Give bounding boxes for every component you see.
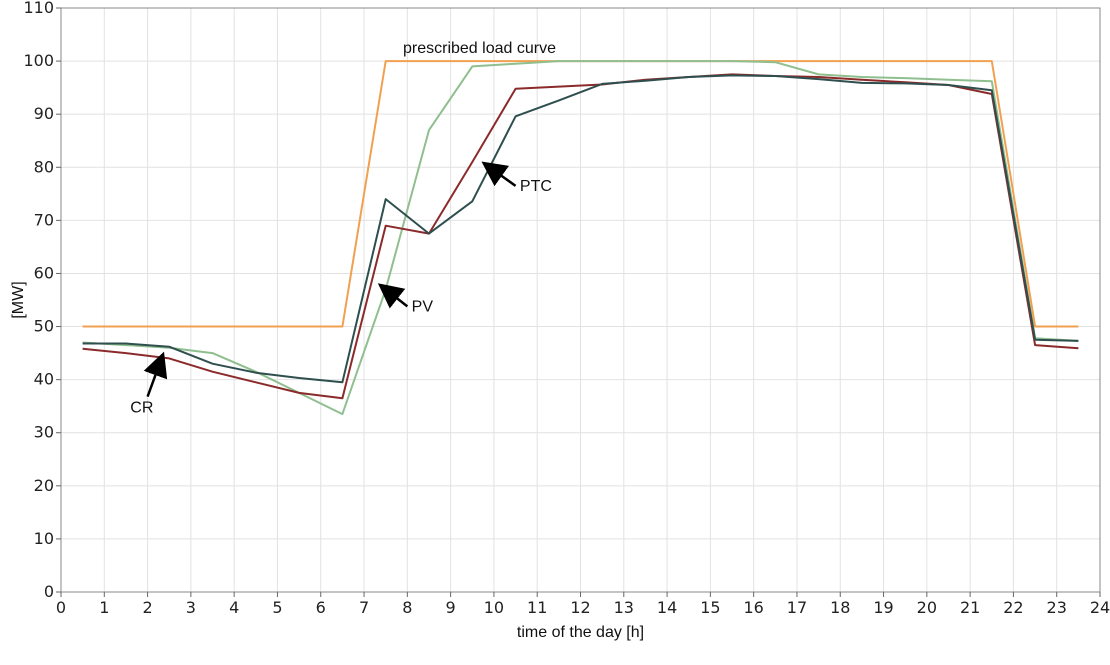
x-tick-label: 18 xyxy=(830,598,850,617)
x-tick-label: 11 xyxy=(527,598,547,617)
x-tick-label: 23 xyxy=(1047,598,1067,617)
annotation-arrow xyxy=(481,161,517,187)
x-tick-label: 13 xyxy=(614,598,634,617)
x-tick-label: 1 xyxy=(99,598,109,617)
y-tick-label: 50 xyxy=(34,317,54,336)
x-tick-label: 3 xyxy=(186,598,196,617)
x-tick-label: 22 xyxy=(1003,598,1023,617)
y-tick-label: 10 xyxy=(34,529,54,548)
y-tick-label: 30 xyxy=(34,423,54,442)
y-tick-label: 80 xyxy=(34,157,54,176)
y-tick-label: 20 xyxy=(34,476,54,495)
y-axis-label: [MW] xyxy=(10,281,27,318)
ticks: 0 1 2 3 4 5 6 7 8 9 10 11 12 13 14 15 16 17 18 19 20 21 22 23 24… xyxy=(23,0,1110,617)
y-tick-label: 0 xyxy=(44,582,54,601)
y-tick-label: 70 xyxy=(34,210,54,229)
annotation-label: prescribed load curve xyxy=(403,40,556,57)
x-tick-label: 12 xyxy=(570,598,590,617)
x-tick-label: 15 xyxy=(700,598,720,617)
y-tick-label: 40 xyxy=(34,370,54,389)
series-line-ptc xyxy=(82,74,1079,384)
x-tick-label: 24 xyxy=(1090,598,1110,617)
x-tick-label: 2 xyxy=(142,598,152,617)
series-line-pv xyxy=(82,60,1079,416)
x-tick-label: 4 xyxy=(229,598,239,617)
y-tick-label: 100 xyxy=(23,51,54,70)
x-axis-label: time of the day [h] xyxy=(517,624,644,641)
annotations: prescribed load curve PTC PV CR xyxy=(130,40,556,416)
x-tick-label: 16 xyxy=(743,598,763,617)
annotation-arrow xyxy=(377,283,409,309)
x-tick-label: 19 xyxy=(873,598,893,617)
x-tick-label: 0 xyxy=(56,598,66,617)
x-tick-label: 6 xyxy=(316,598,326,617)
grid xyxy=(60,7,1101,593)
annotation-label: PV xyxy=(412,299,434,316)
x-tick-label: 21 xyxy=(960,598,980,617)
annotation-label: CR xyxy=(130,400,153,417)
series xyxy=(82,60,1079,416)
y-tick-label: 90 xyxy=(34,104,54,123)
x-tick-label: 9 xyxy=(446,598,456,617)
annotation-label: PTC xyxy=(520,178,552,195)
x-tick-label: 20 xyxy=(917,598,937,617)
x-tick-label: 5 xyxy=(272,598,282,617)
x-tick-label: 7 xyxy=(359,598,369,617)
y-tick-label: 60 xyxy=(34,263,54,282)
y-tick-label: 110 xyxy=(23,0,54,17)
x-tick-label: 8 xyxy=(402,598,412,617)
x-tick-label: 17 xyxy=(787,598,807,617)
x-tick-label: 10 xyxy=(484,598,504,617)
annotation-arrow xyxy=(143,351,168,398)
x-tick-label: 14 xyxy=(657,598,677,617)
